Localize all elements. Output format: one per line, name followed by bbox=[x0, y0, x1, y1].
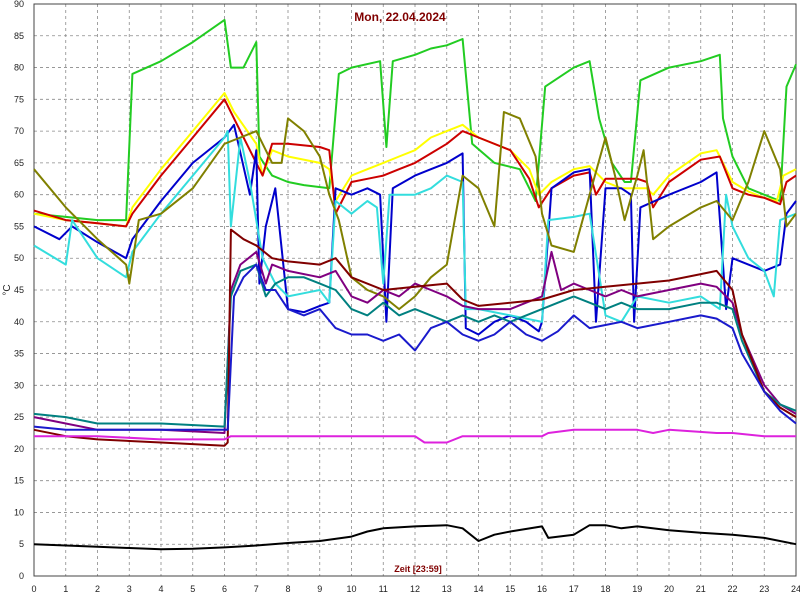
y-axis-ticks: 0 5 10 15 20 25 30 35 40 45 50 55 60 65 70 75 80 85 90 bbox=[14, 0, 24, 581]
x-tick-label: 5 bbox=[190, 584, 195, 594]
x-tick-label: 15 bbox=[505, 584, 515, 594]
y-tick-label: 75 bbox=[14, 94, 24, 104]
x-tick-label: 21 bbox=[696, 584, 706, 594]
x-tick-label: 22 bbox=[727, 584, 737, 594]
series-line-7 bbox=[33, 250, 797, 434]
x-tick-label: 1 bbox=[63, 584, 68, 594]
x-tick-label: 19 bbox=[632, 584, 642, 594]
series-line-12 bbox=[33, 524, 797, 551]
series-line-10 bbox=[33, 263, 797, 431]
x-tick-label: 9 bbox=[317, 584, 322, 594]
x-tick-label: 16 bbox=[537, 584, 547, 594]
series-line-5 bbox=[33, 130, 797, 323]
x-tick-label: 8 bbox=[285, 584, 290, 594]
y-tick-label: 35 bbox=[14, 349, 24, 359]
x-axis-label: Zeit [23:59] bbox=[394, 564, 442, 574]
x-tick-label: 11 bbox=[379, 584, 388, 594]
y-tick-label: 65 bbox=[14, 158, 24, 168]
y-tick-label: 45 bbox=[14, 285, 24, 295]
x-tick-label: 13 bbox=[442, 584, 452, 594]
chart-title: Mon, 22.04.2024 bbox=[354, 10, 446, 24]
series-line-3 bbox=[33, 98, 797, 228]
x-tick-label: 4 bbox=[158, 584, 163, 594]
y-tick-label: 85 bbox=[14, 31, 24, 41]
plot-frame bbox=[33, 3, 797, 577]
x-tick-label: 7 bbox=[254, 584, 259, 594]
series-line-1 bbox=[33, 18, 797, 222]
x-tick-label: 18 bbox=[600, 584, 610, 594]
y-tick-label: 40 bbox=[14, 317, 24, 327]
x-tick-label: 24 bbox=[791, 584, 800, 594]
series-line-6 bbox=[33, 111, 797, 311]
x-tick-label: 20 bbox=[664, 584, 674, 594]
y-tick-label: 30 bbox=[14, 380, 24, 390]
y-tick-label: 0 bbox=[19, 571, 24, 581]
y-tick-label: 60 bbox=[14, 190, 24, 200]
x-tick-label: 6 bbox=[222, 584, 227, 594]
y-axis-label: °C bbox=[2, 284, 13, 295]
x-tick-label: 14 bbox=[473, 584, 483, 594]
y-tick-label: 5 bbox=[19, 539, 24, 549]
y-tick-label: 15 bbox=[14, 476, 24, 486]
series-line-4 bbox=[33, 123, 797, 336]
y-tick-label: 70 bbox=[14, 126, 24, 136]
y-tick-label: 25 bbox=[14, 412, 24, 422]
y-tick-label: 10 bbox=[14, 507, 24, 517]
x-tick-label: 3 bbox=[127, 584, 132, 594]
y-tick-label: 55 bbox=[14, 221, 24, 231]
x-axis-ticks: 0 1 2 3 4 5 6 7 8 9 10 11 12 13 14 15 16 17 18 19 20 21 22 23 24 bbox=[31, 584, 800, 594]
y-tick-label: 50 bbox=[14, 253, 24, 263]
series-line-2 bbox=[33, 92, 797, 228]
x-tick-label: 0 bbox=[31, 584, 36, 594]
grid bbox=[34, 4, 796, 576]
y-tick-label: 80 bbox=[14, 63, 24, 73]
y-tick-label: 90 bbox=[14, 0, 24, 9]
series-lines bbox=[33, 18, 797, 551]
x-tick-label: 23 bbox=[759, 584, 769, 594]
y-tick-label: 20 bbox=[14, 444, 24, 454]
x-tick-label: 17 bbox=[569, 584, 579, 594]
x-tick-label: 2 bbox=[95, 584, 100, 594]
series-line-11 bbox=[34, 428, 796, 444]
x-tick-label: 10 bbox=[346, 584, 356, 594]
x-tick-label: 12 bbox=[410, 584, 420, 594]
